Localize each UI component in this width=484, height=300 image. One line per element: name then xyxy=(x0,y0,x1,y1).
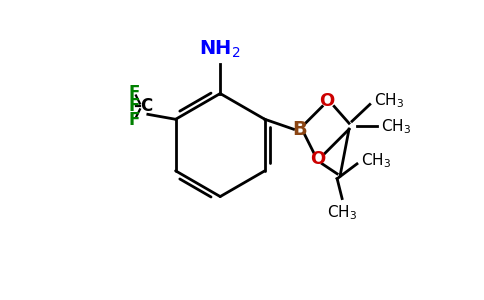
Text: CH$_3$: CH$_3$ xyxy=(374,91,404,110)
Text: F: F xyxy=(128,83,140,101)
Text: F: F xyxy=(128,98,140,116)
Text: B: B xyxy=(292,120,307,139)
Text: CH$_3$: CH$_3$ xyxy=(361,152,391,170)
Text: CH$_3$: CH$_3$ xyxy=(327,203,357,222)
Text: O: O xyxy=(310,150,325,168)
Text: NH$_2$: NH$_2$ xyxy=(199,38,241,60)
Text: C: C xyxy=(140,98,152,116)
Text: O: O xyxy=(319,92,335,110)
Text: CH$_3$: CH$_3$ xyxy=(381,117,411,136)
Text: F: F xyxy=(128,111,140,129)
